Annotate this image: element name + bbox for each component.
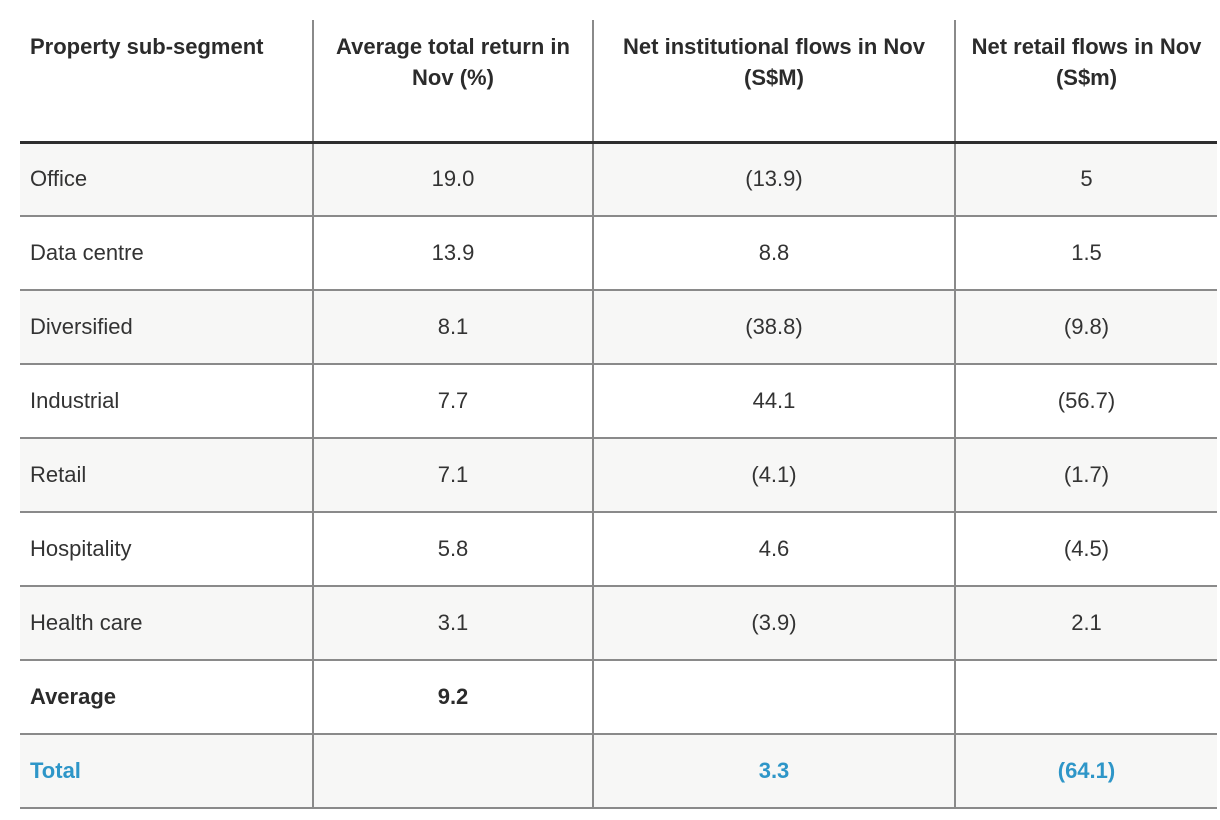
table-row-total: Total 3.3 (64.1) [20,734,1217,809]
value-cell: 19.0 [313,142,594,217]
value-cell: 7.7 [313,364,594,439]
value-cell: 3.1 [313,586,594,661]
value-cell: (3.9) [593,586,956,661]
segment-cell: Health care [20,586,314,661]
column-header-average-total-return: Average total return in Nov (%) [313,20,594,144]
value-cell: 2.1 [955,586,1217,661]
value-cell: 1.5 [955,216,1217,291]
value-cell [313,734,594,809]
value-cell: 5.8 [313,512,594,587]
value-cell: 44.1 [593,364,956,439]
value-cell: (13.9) [593,142,956,217]
table-row-health-care: Health care 3.1 (3.9) 2.1 [20,586,1217,661]
value-cell: 7.1 [313,438,594,513]
segment-cell: Data centre [20,216,314,291]
segment-cell: Office [20,142,314,217]
value-cell: 9.2 [313,660,594,735]
segment-cell: Industrial [20,364,314,439]
segment-cell: Average [20,660,314,735]
column-header-property-sub-segment: Property sub-segment [20,20,314,144]
value-cell [955,660,1217,735]
property-subsegment-flows-table: Property sub-segment Average total retur… [20,20,1217,809]
value-cell: (4.5) [955,512,1217,587]
table-row-data-centre: Data centre 13.9 8.8 1.5 [20,216,1217,291]
segment-cell: Total [20,734,314,809]
segment-cell: Hospitality [20,512,314,587]
value-cell: (56.7) [955,364,1217,439]
value-cell: (64.1) [955,734,1217,809]
value-cell: 5 [955,142,1217,217]
column-header-net-retail-flows: Net retail flows in Nov (S$m) [955,20,1217,144]
column-header-net-institutional-flows: Net institutional flows in Nov (S$M) [593,20,956,144]
value-cell: 8.8 [593,216,956,291]
segment-cell: Retail [20,438,314,513]
value-cell: 8.1 [313,290,594,365]
table-row-diversified: Diversified 8.1 (38.8) (9.8) [20,290,1217,365]
value-cell [593,660,956,735]
value-cell: (1.7) [955,438,1217,513]
table-row-hospitality: Hospitality 5.8 4.6 (4.5) [20,512,1217,587]
header-row: Property sub-segment Average total retur… [20,20,1217,144]
table-row-office: Office 19.0 (13.9) 5 [20,142,1217,217]
table-row-average: Average 9.2 [20,660,1217,735]
value-cell: 13.9 [313,216,594,291]
value-cell: (38.8) [593,290,956,365]
value-cell: 3.3 [593,734,956,809]
value-cell: (4.1) [593,438,956,513]
table-row-retail: Retail 7.1 (4.1) (1.7) [20,438,1217,513]
value-cell: 4.6 [593,512,956,587]
table-row-industrial: Industrial 7.7 44.1 (56.7) [20,364,1217,439]
segment-cell: Diversified [20,290,314,365]
value-cell: (9.8) [955,290,1217,365]
